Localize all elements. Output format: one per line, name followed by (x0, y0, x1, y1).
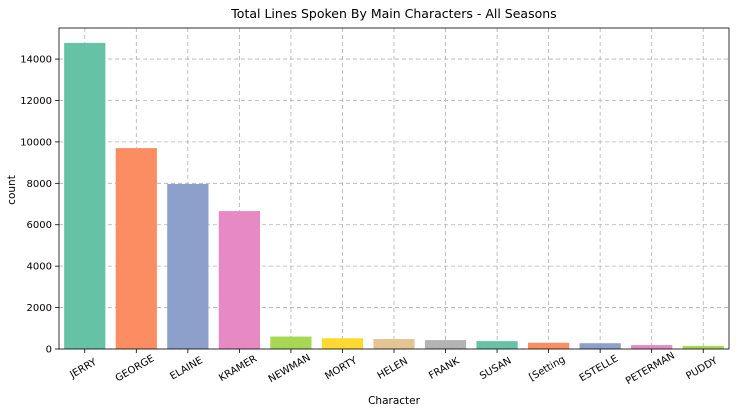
y-tick-label: 6000 (27, 220, 52, 231)
y-tick-label: 10000 (20, 137, 52, 148)
y-tick-label: 8000 (27, 179, 52, 190)
x-tick-label: ESTELLE (578, 353, 620, 384)
x-tick-label: FRANK (427, 356, 462, 382)
bar-setting (528, 342, 570, 349)
bar-jerry (64, 42, 106, 349)
bar-george (115, 148, 157, 349)
x-tick-label: NEWMAN (267, 352, 313, 385)
y-tick-label: 4000 (27, 262, 52, 273)
y-tick-label: 12000 (20, 96, 52, 107)
x-tick-label: MORTY (323, 355, 360, 382)
x-tick-label: PUDDY (684, 355, 720, 382)
x-tick-label: PETERMAN (624, 350, 677, 387)
bar-frank (424, 340, 467, 349)
y-tick-label: 2000 (27, 303, 52, 314)
chart-title: Total Lines Spoken By Main Characters - … (230, 6, 556, 21)
x-axis-label: Character (368, 395, 421, 407)
x-tick-label: KRAMER (217, 354, 259, 384)
bar-newman (270, 336, 312, 349)
x-tick-label: SUSAN (478, 355, 513, 382)
x-tick-label: HELEN (376, 356, 410, 382)
bar-helen (373, 339, 415, 349)
x-tick-label: ELAINE (168, 355, 204, 382)
bar-kramer (218, 211, 260, 349)
bar-peterman (631, 345, 673, 349)
y-axis-label: count (6, 175, 18, 205)
plot-frame (58, 27, 730, 350)
bars-layer (64, 42, 724, 349)
bar-susan (476, 341, 518, 349)
bar-elaine (167, 183, 209, 349)
x-tick-label: JERRY (68, 356, 100, 381)
bar-morty (321, 338, 364, 349)
x-tick-label: [Setting (527, 354, 567, 383)
y-tick-label: 14000 (20, 55, 52, 66)
grid-layer (59, 28, 729, 350)
bar-estelle (579, 343, 621, 349)
x-tick-label: GEORGE (114, 353, 157, 384)
bar-puddy (682, 345, 724, 349)
y-axis: 0 2000 4000 6000 8000 10000 12000 14000 (20, 55, 59, 356)
x-axis: JERRY GEORGE ELAINE KRAMER NEWMAN MORTY HELEN F… (68, 349, 720, 387)
y-tick-label: 0 (46, 345, 52, 356)
